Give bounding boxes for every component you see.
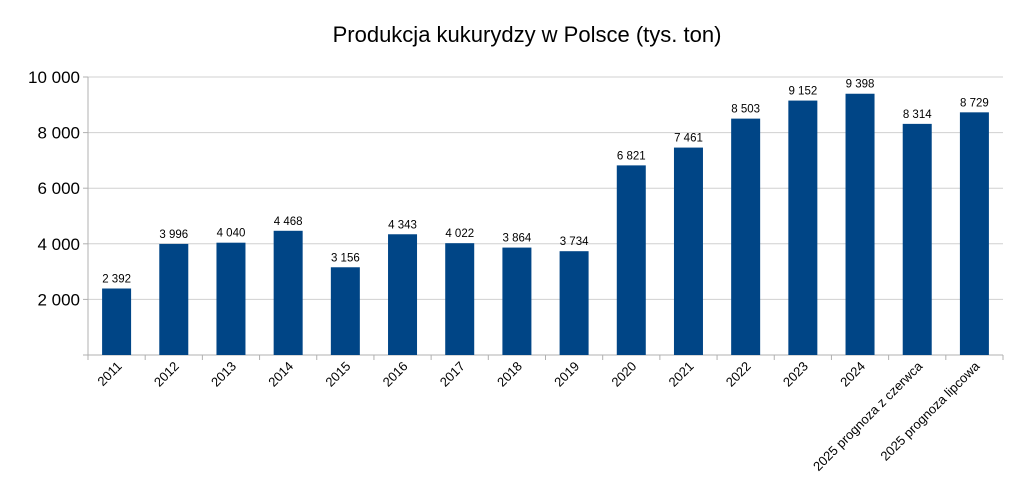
data-labels: 2 392 3 996 4 040 4 468 3 156 4 343 4 022 3 864… <box>102 79 989 286</box>
bar <box>731 118 761 355</box>
x-tick-label: 2024 <box>837 359 868 390</box>
y-tick-label: 8 000 <box>37 124 80 143</box>
data-label: 3 734 <box>560 236 589 248</box>
bar <box>273 230 303 355</box>
bar <box>330 267 360 355</box>
bar <box>959 112 989 355</box>
data-label: 3 156 <box>331 252 360 264</box>
bars <box>102 93 989 356</box>
x-tick-label: 2012 <box>151 359 182 390</box>
data-label: 6 821 <box>617 150 646 162</box>
x-tick-label: 2025 prognoza z czerwca <box>810 358 926 474</box>
x-tick-label: 2018 <box>494 359 525 390</box>
x-tick-label: 2011 <box>94 359 124 389</box>
x-tick-label: 2025 prognoza lipcowa <box>877 358 983 464</box>
bar <box>159 243 189 355</box>
x-tick-label: 2020 <box>608 359 639 390</box>
data-label: 2 392 <box>102 274 131 286</box>
bar <box>902 123 932 356</box>
data-label: 4 343 <box>388 219 417 231</box>
x-tick-label: 2014 <box>265 359 296 390</box>
bar <box>673 147 703 355</box>
x-tick-label: 2013 <box>208 359 239 390</box>
data-label: 8 729 <box>960 97 989 109</box>
bar <box>216 242 246 355</box>
x-tick-label: 2022 <box>723 359 754 390</box>
data-label: 9 398 <box>846 79 875 91</box>
data-label: 3 864 <box>503 233 532 245</box>
y-tick-label: 2 000 <box>37 290 80 309</box>
x-tick-label: 2016 <box>380 359 411 390</box>
y-tick-label: 10 000 <box>28 68 80 87</box>
bar <box>788 100 818 355</box>
data-label: 9 152 <box>788 86 817 98</box>
bar <box>445 243 475 355</box>
data-label: 8 314 <box>903 109 932 121</box>
data-label: 4 468 <box>274 216 303 228</box>
data-label: 3 996 <box>159 229 188 241</box>
y-axis-ticks: 2 000 4 000 6 000 8 000 10 000 <box>28 68 89 356</box>
bar <box>502 247 532 355</box>
data-label: 4 040 <box>217 228 246 240</box>
data-label: 4 022 <box>445 228 474 240</box>
x-tick-label: 2021 <box>666 359 697 390</box>
x-tick-label: 2019 <box>551 359 582 390</box>
bar <box>845 93 875 356</box>
x-axis-ticks: 2011 2012 2013 2014 2015 2016 2017 2018 2019 2020… <box>87 355 1004 474</box>
data-label: 8 503 <box>731 104 760 116</box>
y-tick-label: 4 000 <box>37 235 80 254</box>
x-tick-label: 2023 <box>780 359 811 390</box>
bar <box>559 251 589 355</box>
bar <box>388 234 418 355</box>
data-label: 7 461 <box>674 133 703 145</box>
x-tick-label: 2017 <box>437 359 468 390</box>
x-tick-label: 2015 <box>322 359 353 390</box>
chart-title: Produkcja kukurydzy w Polsce (tys. ton) <box>333 22 722 47</box>
bar <box>102 288 132 355</box>
y-tick-label: 6 000 <box>37 179 80 198</box>
bar <box>616 165 646 355</box>
